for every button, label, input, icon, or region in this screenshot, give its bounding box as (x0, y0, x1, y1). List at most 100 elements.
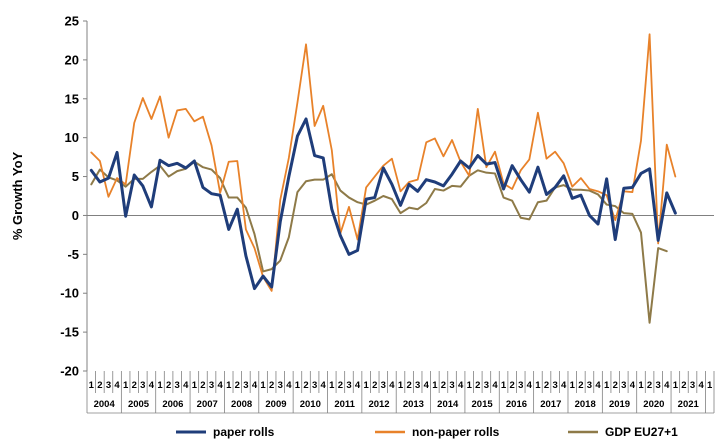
x-tick-quarter: 4 (664, 380, 670, 391)
x-tick-year: 2016 (506, 399, 527, 410)
y-tick-label: 15 (65, 91, 79, 106)
y-tick-label: -5 (67, 247, 79, 262)
y-tick-label: -15 (60, 325, 79, 340)
x-tick-year: 2015 (472, 399, 494, 410)
x-tick-quarter: 3 (243, 380, 248, 391)
x-tick-quarter: 4 (492, 380, 498, 391)
x-tick-quarter: 3 (449, 380, 454, 391)
x-tick-quarter: 2 (647, 380, 652, 391)
x-tick-quarter: 3 (312, 380, 317, 391)
x-tick-quarter: 4 (527, 380, 533, 391)
x-tick-year: 2004 (94, 399, 116, 410)
legend: paper rolls non-paper rolls GDP EU27+1 (176, 425, 678, 439)
y-tick-label: 0 (72, 208, 79, 223)
x-tick-year: 2019 (609, 399, 630, 410)
x-tick-year: 2005 (128, 399, 150, 410)
x-tick-quarter: 2 (372, 380, 377, 391)
x-tick-quarter: 3 (621, 380, 626, 391)
x-tick-quarter: 2 (578, 380, 583, 391)
x-tick-year: 2006 (162, 399, 183, 410)
legend-label: GDP EU27+1 (605, 425, 678, 439)
x-tick-quarter: 2 (475, 380, 480, 391)
x-tick-quarter: 3 (175, 380, 180, 391)
x-tick-quarter: 1 (226, 380, 232, 391)
x-tick-quarter: 1 (432, 380, 438, 391)
x-tick-quarter: 2 (613, 380, 618, 391)
x-tick-quarter: 3 (656, 380, 661, 391)
x-tick-quarter: 3 (209, 380, 214, 391)
x-tick-quarter: 3 (484, 380, 489, 391)
x-tick-quarter: 3 (140, 380, 145, 391)
x-tick-quarter: 4 (114, 380, 120, 391)
y-tick-label: 10 (65, 130, 79, 145)
x-tick-year: 2017 (540, 399, 561, 410)
x-tick-quarter: 4 (321, 380, 327, 391)
x-tick-quarter: 2 (269, 380, 274, 391)
x-tick-quarter: 1 (707, 380, 713, 391)
y-tick-label: -10 (60, 286, 79, 301)
x-tick-quarter: 4 (252, 380, 258, 391)
x-tick-quarter: 1 (89, 380, 95, 391)
x-tick-year: 2018 (575, 399, 596, 410)
x-tick-quarter: 3 (690, 380, 695, 391)
y-tick-label: 5 (72, 169, 79, 184)
x-tick-quarter: 1 (570, 380, 576, 391)
x-tick-year: 2012 (368, 399, 389, 410)
x-tick-quarter: 4 (389, 380, 395, 391)
x-tick-quarter: 4 (458, 380, 464, 391)
x-tick-year: 2008 (231, 399, 252, 410)
x-tick-year: 2014 (437, 399, 459, 410)
x-tick-year: 2010 (300, 399, 321, 410)
x-tick-quarter: 4 (183, 380, 189, 391)
x-tick-quarter: 4 (149, 380, 155, 391)
x-tick-quarter: 2 (441, 380, 446, 391)
x-tick-quarter: 1 (123, 380, 129, 391)
y-axis-ticks: 25 20 15 10 5 0 -5 -10 -15 -20 (60, 14, 87, 379)
x-tick-quarter: 1 (192, 380, 198, 391)
x-tick-quarter: 2 (406, 380, 411, 391)
x-tick-quarter: 4 (630, 380, 636, 391)
x-tick-year: 2013 (403, 399, 424, 410)
y-tick-label: -20 (60, 364, 79, 379)
x-tick-quarter: 3 (415, 380, 420, 391)
axes (86, 21, 714, 371)
x-tick-quarter: 2 (510, 380, 515, 391)
x-tick-quarter: 2 (132, 380, 137, 391)
x-tick-quarter: 2 (166, 380, 171, 391)
x-tick-quarter: 3 (106, 380, 111, 391)
x-tick-quarter: 3 (552, 380, 557, 391)
x-tick-quarter: 2 (303, 380, 308, 391)
x-tick-quarter: 1 (638, 380, 644, 391)
x-tick-quarter: 3 (278, 380, 283, 391)
x-tick-quarter: 4 (355, 380, 361, 391)
x-tick-quarter: 3 (587, 380, 592, 391)
x-tick-year: 2021 (678, 399, 700, 410)
x-tick-year: 2009 (265, 399, 286, 410)
x-tick-quarter: 1 (467, 380, 473, 391)
x-tick-quarter: 1 (673, 380, 679, 391)
x-tick-year: 2011 (334, 399, 355, 410)
x-tick-quarter: 4 (217, 380, 223, 391)
series-lines (89, 33, 677, 324)
x-tick-quarter: 1 (363, 380, 369, 391)
series-line-paper-rolls (89, 117, 677, 291)
x-tick-quarter: 4 (561, 380, 567, 391)
x-tick-quarter: 1 (501, 380, 507, 391)
x-tick-year: 2007 (197, 399, 218, 410)
x-tick-quarter: 2 (338, 380, 343, 391)
x-tick-quarter: 4 (698, 380, 704, 391)
x-tick-quarter: 1 (604, 380, 610, 391)
x-tick-quarter: 2 (235, 380, 240, 391)
legend-label: non-paper rolls (412, 425, 500, 439)
y-tick-label: 20 (65, 52, 79, 67)
x-tick-year: 2020 (643, 399, 664, 410)
x-tick-quarter: 4 (424, 380, 430, 391)
x-tick-quarter: 3 (346, 380, 351, 391)
x-tick-quarter: 2 (200, 380, 205, 391)
x-tick-quarter: 2 (97, 380, 102, 391)
x-tick-quarter: 1 (295, 380, 301, 391)
x-tick-quarter: 1 (535, 380, 541, 391)
y-axis-label: % Growth YoY (10, 151, 25, 240)
